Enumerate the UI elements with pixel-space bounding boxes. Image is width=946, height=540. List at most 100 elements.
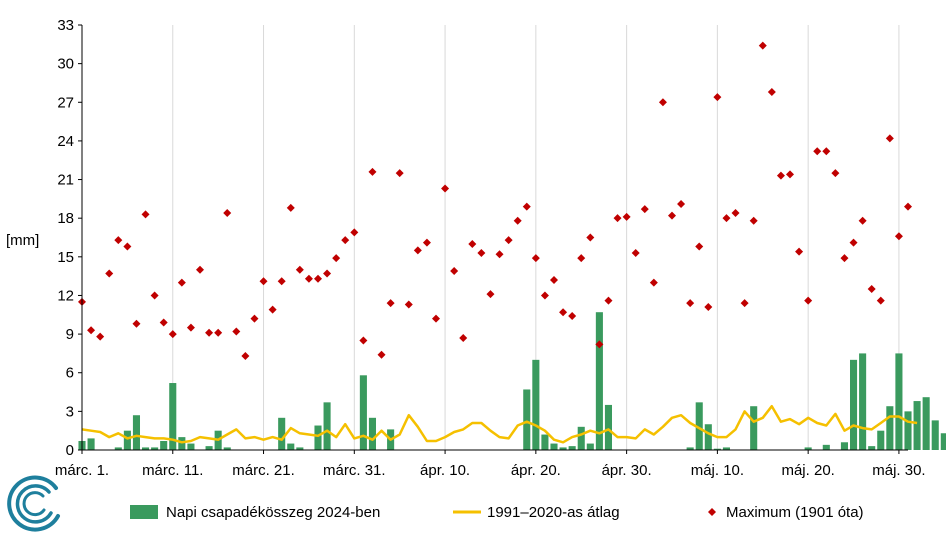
- y-tick-label: 6: [66, 365, 74, 382]
- y-tick-label: 15: [57, 249, 74, 266]
- precipitation-bar: [877, 430, 885, 450]
- maximum-point: [250, 314, 259, 323]
- maximum-point: [758, 41, 767, 50]
- maximum-point: [577, 254, 586, 263]
- precipitation-bar: [151, 447, 159, 450]
- maximum-point: [332, 254, 341, 263]
- maximum-point: [123, 242, 132, 251]
- maximum-point: [404, 300, 413, 309]
- legend-label-line: 1991–2020-as átlag: [487, 504, 620, 521]
- precipitation-bar: [750, 406, 758, 450]
- average-series-line: [81, 404, 918, 444]
- maximum-point: [377, 350, 386, 359]
- precipitation-bar: [895, 353, 903, 450]
- precipitation-bar: [695, 402, 703, 450]
- precipitation-bar: [713, 448, 721, 450]
- maximum-point: [804, 296, 813, 305]
- y-axis-label: [mm]: [6, 232, 39, 249]
- legend-label-points: Maximum (1901 óta): [726, 504, 864, 521]
- legend-swatch-points: [708, 508, 716, 516]
- weather-service-logo-icon: [7, 475, 60, 532]
- y-tick-label: 18: [57, 210, 74, 227]
- maximum-point: [132, 319, 141, 328]
- maximum-point: [894, 232, 903, 241]
- y-tick-label: 24: [57, 133, 74, 150]
- precipitation-bar: [568, 446, 576, 450]
- x-tick-label: márc. 11.: [142, 462, 203, 479]
- maximum-point: [776, 171, 785, 180]
- maximum-point: [359, 336, 368, 345]
- maximum-point: [586, 233, 595, 242]
- legend-label-bars: Napi csapadékösszeg 2024-ben: [166, 504, 380, 521]
- maximum-point: [168, 330, 177, 339]
- maximum-point: [314, 274, 322, 283]
- maximum-point: [604, 296, 613, 305]
- maximum-point: [658, 98, 667, 107]
- maximum-point: [304, 274, 313, 283]
- maximum-point: [87, 326, 96, 335]
- maximum-point: [649, 278, 658, 287]
- maximum-point: [813, 147, 822, 156]
- maximum-point: [295, 265, 304, 274]
- maximum-point: [468, 239, 477, 248]
- precipitation-bar: [114, 447, 122, 450]
- precipitation-bar: [550, 443, 558, 450]
- maximum-point: [159, 318, 168, 327]
- x-tick-label: márc. 21.: [232, 462, 295, 479]
- maximum-point: [668, 211, 676, 220]
- maximum-point: [613, 214, 622, 223]
- maximum-point: [622, 212, 631, 221]
- maximum-point: [885, 134, 894, 143]
- maximum-point: [477, 248, 486, 257]
- y-tick-label: 3: [66, 403, 74, 420]
- maximum-point: [105, 269, 114, 278]
- maximum-point: [232, 327, 241, 336]
- precipitation-bar: [704, 424, 712, 450]
- y-tick-label: 21: [57, 172, 74, 189]
- precipitation-bar: [123, 430, 131, 450]
- maximum-point: [513, 216, 522, 225]
- precipitation-bar: [359, 375, 367, 450]
- maximum-point: [858, 216, 867, 225]
- maximum-point: [341, 236, 350, 245]
- precipitation-bar: [595, 312, 603, 450]
- maximum-point: [495, 250, 504, 259]
- precipitation-bar: [223, 447, 231, 450]
- y-tick-labels: 0 3 6 9 12 15 18 21 24 27 30 33: [57, 17, 74, 459]
- maximum-point: [241, 351, 250, 360]
- maximum-point: [749, 216, 758, 225]
- maximum-point: [386, 299, 395, 308]
- maximum-point: [432, 314, 440, 323]
- precipitation-bar: [868, 446, 876, 450]
- maximum-point: [177, 278, 186, 287]
- precipitation-bar: [178, 437, 186, 450]
- maximum-point: [568, 312, 577, 321]
- precipitation-bar: [904, 411, 912, 450]
- precipitation-bar: [859, 353, 867, 450]
- precipitation-bar: [532, 359, 540, 450]
- x-tick-label: márc. 1.: [55, 462, 109, 479]
- precipitation-bar: [205, 446, 213, 450]
- maximum-point: [214, 328, 223, 337]
- maximum-point: [740, 299, 749, 308]
- precipitation-bar: [278, 417, 286, 450]
- precipitation-bar: [541, 434, 549, 450]
- precipitation-bar: [840, 442, 849, 450]
- precipitation-bar: [187, 443, 195, 450]
- maximum-point: [904, 202, 912, 211]
- precipitation-bar: [368, 417, 377, 450]
- precipitation-bar: [940, 433, 946, 450]
- maximum-point: [395, 169, 404, 178]
- precipitation-bar: [559, 447, 567, 450]
- x-tick-label: ápr. 30.: [602, 462, 652, 479]
- precipitation-bar: [132, 415, 141, 450]
- maximum-point: [876, 296, 885, 305]
- maximum-point: [849, 238, 858, 247]
- maximum-point: [522, 202, 531, 211]
- legend-swatch-bars: [130, 505, 158, 519]
- maximum-point: [631, 248, 640, 257]
- logo-arc-middle: [15, 484, 53, 524]
- maximum-point: [731, 209, 740, 218]
- y-tick-label: 12: [57, 287, 74, 304]
- maximum-points: [78, 41, 912, 360]
